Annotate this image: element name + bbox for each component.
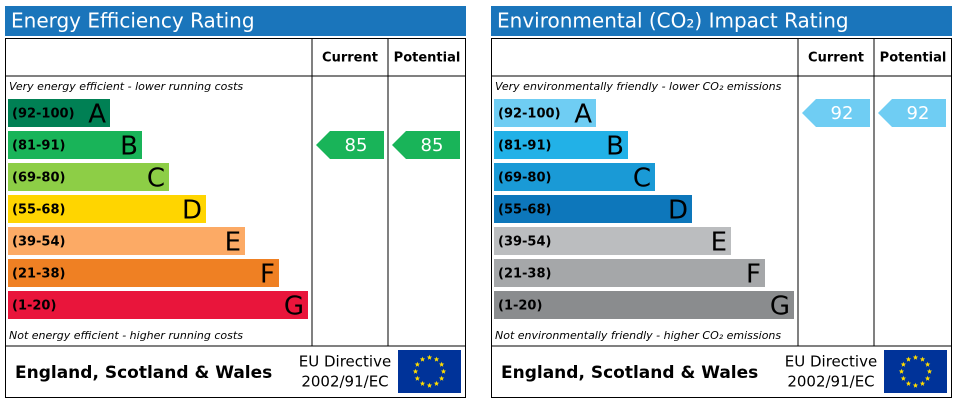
band-letter: C <box>147 164 165 194</box>
footer-directive-code: 2002/91/EC <box>787 373 874 391</box>
band-letter: E <box>711 228 727 258</box>
band-letter: F <box>746 260 761 290</box>
band-letter: A <box>574 100 592 130</box>
rating-band <box>494 291 794 319</box>
footer-region: England, Scotland & Wales <box>15 363 272 383</box>
rating-band <box>494 163 655 191</box>
top-note: Very energy efficient - lower running co… <box>9 80 243 93</box>
band-letter: G <box>284 292 304 322</box>
rating-band <box>8 259 279 287</box>
band-letter: A <box>88 100 106 130</box>
band-range: (69-80) <box>12 171 65 186</box>
eu-star <box>414 361 421 367</box>
rating-band <box>8 163 169 191</box>
title-bar <box>491 6 952 36</box>
panel-title: Energy Efficiency Rating <box>11 9 255 33</box>
eu-star <box>419 356 426 362</box>
column-header: Current <box>808 51 864 66</box>
top-note: Very environmentally friendly - lower CO… <box>495 80 782 93</box>
rating-band <box>8 99 110 127</box>
eu-star <box>919 380 926 386</box>
panel-title: Environmental (CO₂) Impact Rating <box>497 9 849 33</box>
rating-band <box>494 259 765 287</box>
band-range: (21-38) <box>498 267 551 282</box>
rating-band <box>8 195 206 223</box>
band-letter: B <box>606 132 624 162</box>
eu-star <box>438 375 445 381</box>
eu-star <box>905 356 912 362</box>
eu-star <box>433 380 440 386</box>
eu-star <box>426 382 433 388</box>
column-header: Potential <box>394 51 461 66</box>
footer-directive: EU Directive <box>785 353 877 371</box>
band-range: (92-100) <box>498 107 561 122</box>
band-range: (1-20) <box>12 299 56 314</box>
eu-star <box>900 375 907 381</box>
band-range: (39-54) <box>12 235 65 250</box>
bottom-note: Not environmentally friendly - higher CO… <box>495 329 781 342</box>
eu-star <box>898 368 905 374</box>
rating-band <box>8 227 245 255</box>
band-range: (92-100) <box>12 107 75 122</box>
band-letter: B <box>120 132 138 162</box>
eu-star <box>412 368 419 374</box>
bottom-note: Not energy efficient - higher running co… <box>9 329 243 342</box>
eu-star <box>433 356 440 362</box>
column-header: Potential <box>880 51 947 66</box>
column-header: Current <box>322 51 378 66</box>
footer-region: England, Scotland & Wales <box>501 363 758 383</box>
band-range: (55-68) <box>498 203 551 218</box>
band-range: (81-91) <box>12 139 65 154</box>
rating-arrow <box>802 99 870 127</box>
eu-star <box>900 361 907 367</box>
eu-star <box>912 354 919 360</box>
eu-star <box>438 361 445 367</box>
eu-star <box>924 375 931 381</box>
band-letter: E <box>225 228 241 258</box>
rating-band <box>8 131 142 159</box>
footer-directive-code: 2002/91/EC <box>301 373 388 391</box>
band-range: (21-38) <box>12 267 65 282</box>
band-range: (69-80) <box>498 171 551 186</box>
eu-star <box>924 361 931 367</box>
title-bar <box>5 6 466 36</box>
rating-value: 92 <box>907 103 930 124</box>
band-range: (39-54) <box>498 235 551 250</box>
eu-star <box>905 380 912 386</box>
band-letter: D <box>668 196 688 226</box>
rating-arrow <box>392 131 460 159</box>
rating-band <box>494 195 692 223</box>
frame <box>491 38 952 398</box>
band-range: (55-68) <box>12 203 65 218</box>
footer-directive: EU Directive <box>299 353 391 371</box>
band-letter: D <box>182 196 202 226</box>
band-letter: C <box>633 164 651 194</box>
eu-star <box>426 354 433 360</box>
rating-band <box>494 99 596 127</box>
eu-star <box>919 356 926 362</box>
rating-band <box>494 227 731 255</box>
band-range: (1-20) <box>498 299 542 314</box>
band-range: (81-91) <box>498 139 551 154</box>
rating-arrow <box>316 131 384 159</box>
eu-star <box>419 380 426 386</box>
rating-value: 85 <box>345 135 368 156</box>
rating-value: 85 <box>421 135 444 156</box>
eu-star <box>414 375 421 381</box>
eu-star <box>440 368 447 374</box>
eu-star <box>926 368 933 374</box>
rating-value: 92 <box>831 103 854 124</box>
band-letter: F <box>260 260 275 290</box>
eu-star <box>912 382 919 388</box>
rating-band <box>494 131 628 159</box>
band-letter: G <box>770 292 790 322</box>
rating-band <box>8 291 308 319</box>
frame <box>5 38 466 398</box>
rating-arrow <box>878 99 946 127</box>
